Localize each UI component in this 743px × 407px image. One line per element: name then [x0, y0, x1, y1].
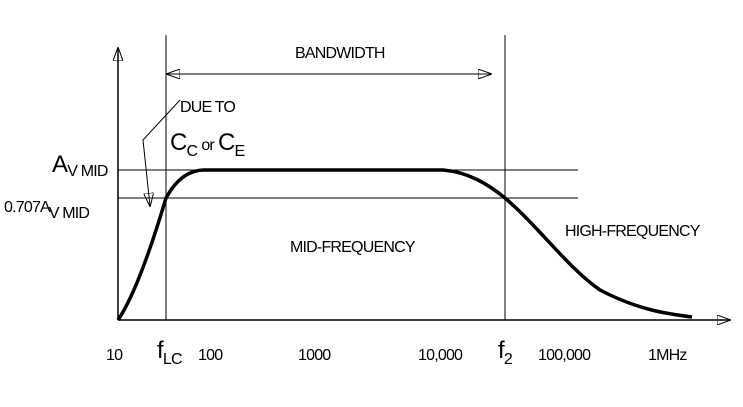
x-tick-label: 100 — [198, 347, 223, 364]
av-sub: V MID — [67, 163, 108, 180]
f-lc-sub: LC — [163, 351, 182, 368]
av-707-label: 0.707AV MID — [4, 199, 89, 222]
f-lc-label: fLC — [157, 337, 182, 368]
av-main: A — [52, 151, 68, 178]
av-mid-label: AV MID — [52, 151, 108, 180]
pointer — [142, 99, 181, 206]
ce-main: C — [218, 129, 235, 156]
x-tick-label: 10,000 — [418, 347, 463, 364]
f2-label: f2 — [498, 337, 513, 368]
x-tick-label: 10 — [106, 347, 123, 364]
x-tick-label: 1MHz — [648, 347, 687, 364]
av-707-sub: V MID — [49, 205, 90, 222]
f-lc-main: f — [157, 337, 164, 364]
cc-sub: C — [187, 143, 198, 160]
or-label: or — [201, 137, 215, 154]
f2-sub: 2 — [504, 351, 513, 368]
bandwidth-label: BANDWIDTH — [295, 45, 385, 62]
response-curve — [116, 168, 693, 321]
x-tick-label: 100,000 — [538, 347, 591, 364]
mid-frequency-label: MID-FREQUENCY — [290, 239, 416, 256]
high-frequency-label: HIGH-FREQUENCY — [565, 223, 701, 240]
cc-ce-label: CC or CE — [170, 129, 245, 160]
due-to-label: DUE TO — [180, 99, 235, 116]
ce-sub: E — [235, 143, 245, 160]
x-tick-label: 1000 — [298, 347, 331, 364]
av-707-main: 0.707A — [4, 199, 51, 216]
f2-main: f — [498, 337, 505, 364]
cc-main: C — [170, 129, 187, 156]
